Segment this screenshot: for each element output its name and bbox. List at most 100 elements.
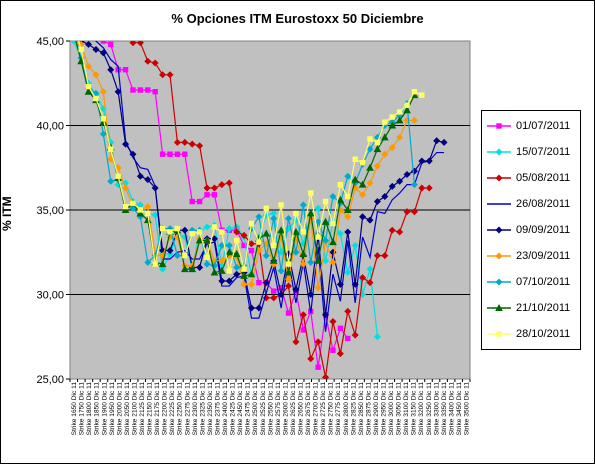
data-point (182, 252, 188, 259)
data-point (277, 248, 285, 256)
data-point (271, 288, 277, 294)
data-point (382, 119, 388, 125)
x-tick-label: Strike 3100 Dic 11 (403, 382, 410, 436)
data-point (285, 282, 293, 290)
data-point (94, 35, 98, 39)
data-point (373, 252, 381, 260)
data-point (263, 205, 269, 212)
x-tick-label: Strike 2425 Dic 11 (230, 382, 237, 436)
data-point (389, 114, 395, 120)
data-point (70, 41, 78, 45)
data-point (108, 146, 114, 152)
legend-label: 28/10/2011 (516, 328, 571, 340)
data-point (329, 318, 337, 326)
data-point (322, 373, 330, 379)
legend-item: 21/10/2011 (486, 299, 580, 319)
y-tick-label: 45,00 (36, 36, 64, 48)
data-point (410, 116, 418, 124)
data-point (181, 138, 189, 146)
legend-item: 09/09/2011 (486, 221, 580, 241)
x-tick-label: Strike 2550 Dic 11 (267, 382, 274, 436)
data-point (336, 280, 344, 288)
x-tick-label: Strike 3050 Dic 11 (396, 382, 403, 436)
x-tick-label: Strike 2950 Dic 11 (381, 382, 388, 436)
data-point (173, 138, 181, 146)
data-point (225, 179, 233, 187)
series-28/10/2011 (78, 41, 425, 274)
legend-swatch (487, 252, 511, 260)
data-point (122, 184, 130, 192)
data-point (299, 311, 307, 319)
data-point (85, 41, 93, 48)
data-point (366, 216, 374, 224)
legend-swatch (487, 303, 511, 311)
data-point (92, 45, 100, 53)
data-point (240, 231, 248, 239)
data-point (108, 41, 114, 48)
data-point (300, 327, 307, 333)
data-point (122, 203, 129, 210)
data-point (292, 248, 300, 256)
data-point (381, 150, 389, 158)
legend-label: 21/10/2011 (516, 302, 571, 314)
legend-swatch (487, 226, 511, 234)
data-point (136, 172, 144, 180)
data-point (307, 290, 315, 299)
data-point (72, 13, 76, 17)
data-point (344, 213, 352, 221)
data-point (255, 304, 263, 312)
data-point (189, 230, 195, 237)
legend-swatch (487, 148, 511, 156)
x-tick-label: Strike 2700 Dic 11 (313, 382, 320, 436)
data-point (425, 157, 433, 165)
data-point (77, 57, 85, 65)
data-point (204, 192, 210, 198)
data-point (410, 181, 418, 189)
y-tick-label: 25,00 (36, 374, 64, 386)
data-point (233, 263, 241, 271)
data-point (195, 236, 204, 244)
x-tick-label: Strike 2225 Dic 11 (169, 382, 176, 436)
data-point (322, 257, 330, 265)
data-point (210, 268, 219, 276)
data-point (137, 87, 144, 93)
data-point (182, 151, 188, 157)
data-point (219, 229, 225, 235)
legend-item: 01/07/2011 (486, 117, 580, 137)
data-point (86, 30, 90, 34)
data-point (299, 249, 308, 257)
x-tick-label: Strike 2050 Dic 11 (124, 382, 131, 436)
data-point (278, 285, 284, 291)
data-point (218, 181, 226, 189)
data-point (307, 355, 315, 363)
data-point (495, 174, 503, 182)
data-point (495, 303, 503, 311)
data-point (418, 184, 426, 192)
legend-label: 07/10/2011 (516, 276, 571, 288)
data-point (92, 71, 100, 79)
data-point (292, 338, 300, 346)
data-point (158, 260, 167, 268)
data-point (114, 88, 122, 96)
data-point (329, 258, 337, 266)
legend-label: 26/08/2011 (516, 198, 571, 210)
x-tick-label: Strike 2875 Dic 11 (365, 382, 372, 436)
data-point (129, 204, 137, 212)
data-point (262, 279, 270, 287)
data-point (204, 254, 210, 261)
data-point (174, 225, 181, 232)
data-point (159, 151, 166, 157)
data-point (395, 116, 404, 124)
data-point (337, 325, 344, 332)
data-point (270, 214, 278, 222)
data-point (344, 228, 352, 236)
data-point (226, 268, 232, 274)
legend-item: 28/10/2011 (486, 325, 580, 345)
data-point (373, 333, 381, 341)
x-tick-label: Strike 2100 Dic 11 (131, 382, 138, 436)
data-point (122, 140, 130, 148)
data-point (345, 193, 351, 200)
y-tick-label: 40,00 (36, 121, 64, 133)
data-point (285, 261, 292, 267)
data-point (403, 106, 411, 114)
